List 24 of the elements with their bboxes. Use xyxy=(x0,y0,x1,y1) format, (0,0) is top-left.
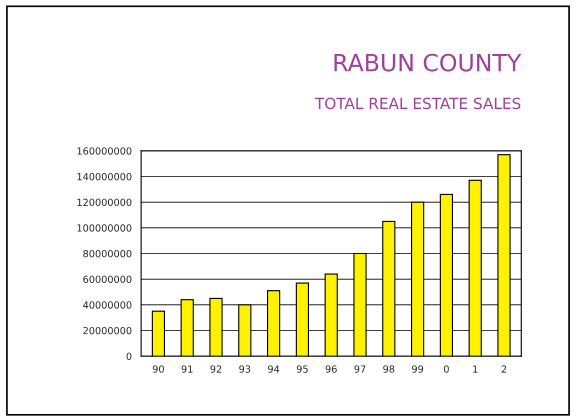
x-tick-label: 92 xyxy=(210,365,222,373)
y-tick-label: 60000000 xyxy=(83,276,132,283)
x-tick-label: 0 xyxy=(444,365,449,373)
y-tick-label: 100000000 xyxy=(77,224,132,232)
y-tick-label: 0 xyxy=(126,352,132,360)
x-tick-label: 1 xyxy=(473,365,478,373)
y-tick-label: 120000000 xyxy=(77,198,132,206)
x-tick-label: 94 xyxy=(268,365,280,373)
y-tick-label: 160000000 xyxy=(77,147,132,155)
x-tick-label: 2 xyxy=(502,365,506,373)
y-tick-label: 20000000 xyxy=(83,326,132,334)
x-tick-label: 91 xyxy=(182,365,192,373)
y-tick-label: 140000000 xyxy=(77,172,132,180)
x-tick-label: 90 xyxy=(152,365,164,373)
chart-subtitle: TOTAL REAL ESTATE SALES xyxy=(314,98,520,110)
y-tick-label: 40000000 xyxy=(83,301,132,309)
x-tick-label: 95 xyxy=(296,365,308,373)
y-tick-label: 80000000 xyxy=(83,250,132,258)
x-tick-label: 99 xyxy=(412,365,424,373)
x-tick-label: 97 xyxy=(354,365,366,373)
x-tick-label: 93 xyxy=(239,365,250,373)
x-tick-label: 98 xyxy=(383,365,394,373)
chart-title: RABUN COUNTY xyxy=(334,54,522,72)
x-tick-label: 96 xyxy=(326,365,337,373)
